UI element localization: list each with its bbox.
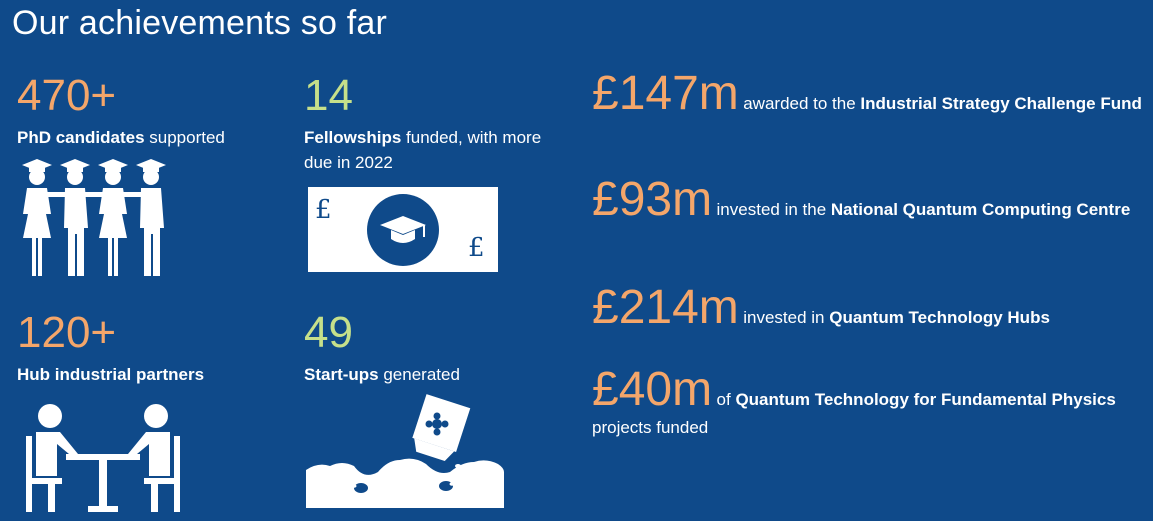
funding-amount: £40m [592, 363, 713, 416]
stat-label-bold: Fellowships [304, 128, 402, 147]
funding-text-pre: invested in the [716, 200, 831, 219]
stat-label-bold: Hub industrial partners [17, 365, 205, 384]
stat-label: Fellowships funded, with more due in 202… [304, 125, 574, 175]
stat-label-rest: supported [144, 128, 225, 147]
stat-label-rest: funded, with more due in 2022 [304, 128, 542, 172]
pound-icon: £ [315, 195, 332, 225]
funding-amount: £93m [592, 173, 713, 226]
stat-label: PhD candidates supported [17, 125, 277, 150]
pound-icon: £ [468, 233, 485, 263]
stat-label-bold: Start-ups [304, 365, 379, 384]
stat-label-bold: PhD candidates [17, 128, 145, 147]
funding-item: £40m of Quantum Technology for Fundament… [592, 366, 1152, 442]
funding-text-bold: Quantum Technology Hubs [829, 308, 1050, 327]
funding-text-bold: National Quantum Computing Centre [830, 200, 1131, 219]
stat-startups: 49 Start-ups generated [304, 311, 574, 387]
funding-item: £93m invested in the National Quantum Co… [592, 176, 1152, 224]
stat-phd: 470+ PhD candidates supported [17, 74, 277, 150]
funding-text-pre: of [716, 390, 736, 409]
seed-packet-icon [306, 394, 504, 508]
stat-fellowships: 14 Fellowships funded, with more due in … [304, 74, 574, 175]
funding-text-bold: Quantum Technology for Fundamental Physi… [735, 390, 1116, 409]
stat-label: Hub industrial partners [17, 362, 277, 387]
graduation-cap-icon [367, 194, 439, 266]
stat-number: 49 [304, 308, 353, 357]
funding-text-bold: Industrial Strategy Challenge Fund [860, 94, 1142, 113]
funding-text-post: projects funded [592, 418, 709, 437]
stat-number: 14 [304, 71, 353, 120]
page-title: Our achievements so far [12, 4, 387, 42]
stat-label: Start-ups generated [304, 362, 574, 387]
banknote-icon: £ £ [308, 187, 498, 272]
funding-text-pre: awarded to the [743, 94, 861, 113]
graduates-icon [22, 159, 166, 276]
funding-amount: £214m [592, 281, 739, 334]
funding-text-pre: invested in [743, 308, 830, 327]
stat-number: 470+ [17, 71, 117, 120]
funding-amount: £147m [592, 67, 739, 120]
stat-number: 120+ [17, 308, 117, 357]
stat-partners: 120+ Hub industrial partners [17, 311, 277, 387]
meeting-icon [26, 404, 180, 512]
stat-label-rest: generated [378, 365, 460, 384]
funding-item: £147m awarded to the Industrial Strategy… [592, 70, 1152, 118]
funding-item: £214m invested in Quantum Technology Hub… [592, 284, 1152, 332]
